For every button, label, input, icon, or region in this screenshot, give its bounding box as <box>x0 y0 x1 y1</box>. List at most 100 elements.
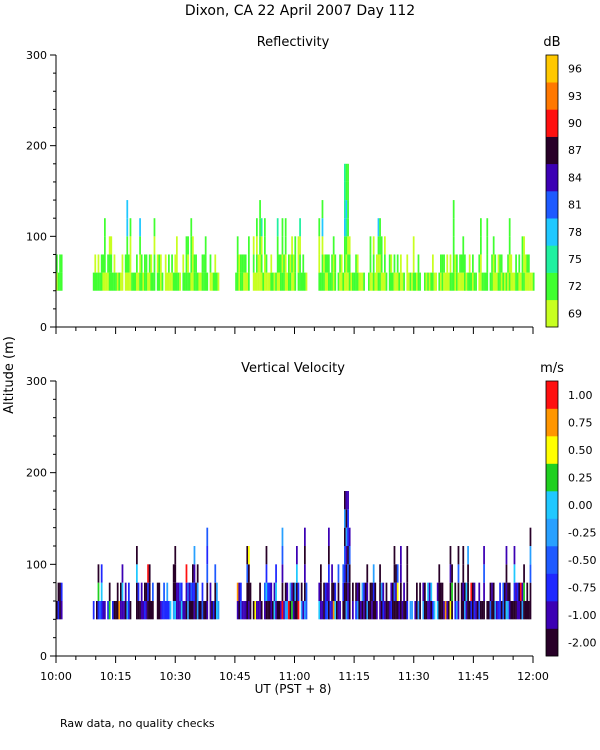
data-cell <box>412 254 415 273</box>
data-cell <box>462 564 465 583</box>
data-cell <box>390 601 393 620</box>
data-cell <box>508 272 511 291</box>
data-cell <box>136 272 138 291</box>
data-cell <box>132 272 135 291</box>
data-cell <box>459 254 461 273</box>
data-cell <box>348 254 351 273</box>
data-cell <box>57 601 60 620</box>
data-cell <box>473 582 476 601</box>
data-cell <box>180 601 183 620</box>
data-cell <box>252 254 255 273</box>
data-cell <box>467 272 469 291</box>
data-cell <box>441 254 444 273</box>
data-cell <box>100 601 103 620</box>
data-cell <box>395 564 397 583</box>
data-cell <box>171 254 173 273</box>
data-cell <box>321 236 324 255</box>
data-cell <box>156 254 159 273</box>
data-cell <box>96 601 98 620</box>
data-cell <box>360 601 362 620</box>
data-cell <box>417 601 420 620</box>
data-cell <box>483 546 485 565</box>
data-cell <box>516 601 519 620</box>
data-cell <box>140 582 143 601</box>
data-cell <box>507 582 509 601</box>
data-cell <box>280 601 282 620</box>
data-cell <box>97 582 100 601</box>
data-cell <box>345 491 348 510</box>
data-cell <box>460 601 463 620</box>
data-cell <box>252 601 255 620</box>
data-cell <box>196 601 199 620</box>
colorbar-label: -0.75 <box>568 581 596 594</box>
data-cell <box>385 582 388 601</box>
data-cell <box>289 601 292 620</box>
data-cell <box>369 236 372 255</box>
data-cell <box>259 254 261 273</box>
data-cell <box>190 601 193 620</box>
data-cell <box>331 564 333 583</box>
colorbar-label: -0.25 <box>568 526 596 539</box>
data-cell <box>374 272 377 291</box>
data-cell <box>464 601 466 620</box>
data-cell <box>480 236 482 255</box>
data-cell <box>342 564 345 583</box>
data-cell <box>443 601 445 620</box>
data-cell <box>254 601 257 620</box>
data-cell <box>355 582 357 601</box>
data-cell <box>332 236 335 255</box>
data-cell <box>240 272 242 291</box>
data-cell <box>508 601 511 620</box>
data-cell <box>129 601 132 620</box>
data-cell <box>289 272 292 291</box>
data-cell <box>382 582 385 601</box>
data-cell <box>347 272 349 291</box>
data-cell <box>496 601 498 620</box>
data-cell <box>368 601 370 620</box>
data-cell <box>128 601 130 620</box>
data-cell <box>260 254 263 273</box>
data-cell <box>356 272 359 291</box>
data-cell <box>505 564 508 583</box>
data-cell <box>356 582 359 601</box>
data-cell <box>264 254 266 273</box>
data-cell <box>168 601 170 620</box>
data-cell <box>520 601 522 620</box>
data-cell <box>97 272 100 291</box>
data-cell <box>339 272 341 291</box>
data-cell <box>521 272 524 291</box>
data-cell <box>300 272 303 291</box>
data-cell <box>60 582 63 601</box>
data-cell <box>92 601 95 620</box>
data-cell <box>192 254 194 273</box>
data-cell <box>444 601 447 620</box>
data-cell <box>236 272 239 291</box>
data-cell <box>246 582 249 601</box>
colorbar-swatch <box>546 518 558 547</box>
data-cell <box>158 601 161 620</box>
data-cell <box>177 272 180 291</box>
data-cell <box>532 272 535 291</box>
data-cell <box>264 218 266 237</box>
data-cell <box>347 254 349 273</box>
data-cell <box>60 601 63 620</box>
data-cell <box>273 272 276 291</box>
data-cell <box>289 582 292 601</box>
data-cell <box>296 601 298 620</box>
data-cell <box>185 601 188 620</box>
data-cell <box>305 582 308 601</box>
data-cell <box>256 601 258 620</box>
data-cell <box>94 272 97 291</box>
data-cell <box>124 601 127 620</box>
data-cell <box>352 582 354 601</box>
data-cell <box>281 582 284 601</box>
data-cell <box>524 254 527 273</box>
data-cell <box>249 601 252 620</box>
data-cell <box>144 601 146 620</box>
data-cell <box>193 582 196 601</box>
y-tick-label: 0 <box>40 650 47 663</box>
data-cell <box>393 582 396 601</box>
data-cell <box>393 564 396 583</box>
data-cell <box>302 254 305 273</box>
data-cell <box>238 272 241 291</box>
